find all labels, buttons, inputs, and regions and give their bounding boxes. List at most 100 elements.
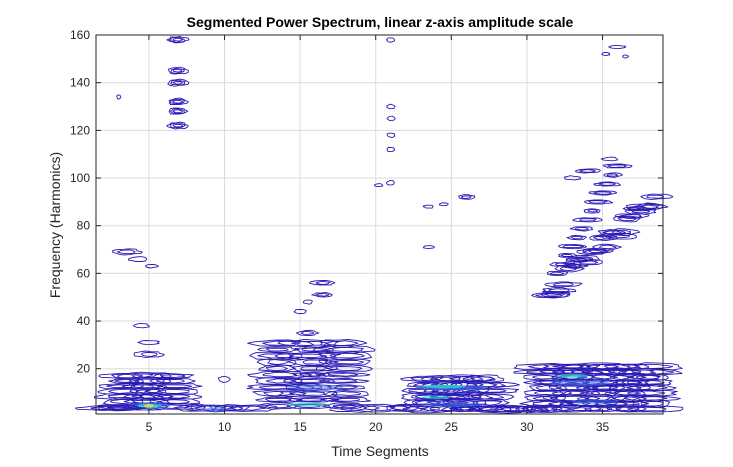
y-axis-label: Frequency (Harmonics) [47, 152, 63, 298]
contour-seg15-fill [287, 401, 328, 407]
x-tick-label: 25 [445, 420, 459, 434]
contour-seg10-fill [202, 407, 231, 412]
contour-ridge [548, 288, 570, 293]
contour-seg15 [257, 346, 300, 353]
contour-seg33 [633, 363, 674, 370]
contour-ridge [542, 287, 577, 294]
contour-seg15 [300, 331, 315, 335]
contour-seg5 [133, 350, 165, 359]
contour-seg15 [288, 397, 340, 403]
contour-layer [75, 36, 684, 414]
contour-seg15 [329, 352, 365, 359]
contour-seg15 [289, 391, 326, 396]
contour-seg15 [329, 372, 359, 377]
contour-ridge [558, 253, 578, 258]
contour-seg15 [285, 383, 332, 392]
contour-ridge-top [600, 156, 619, 162]
contour-ridge [579, 218, 597, 222]
contour-seg3-high [145, 263, 159, 269]
contour-seg15 [315, 364, 373, 372]
contour-seg5 [149, 378, 196, 385]
contour-seg33 [626, 390, 666, 396]
contour-ridge [607, 164, 627, 168]
contour-seg5 [131, 373, 165, 379]
contour-seg29 [500, 407, 529, 412]
contour-seg33 [637, 380, 665, 385]
contour-seg16-upper [311, 292, 333, 298]
contour-ridge [646, 194, 665, 199]
contour-seg20 [339, 405, 367, 411]
contour-seg3-dot [116, 94, 122, 100]
contour-seg21 [386, 132, 396, 139]
contour-seg7 [172, 68, 183, 73]
contour-seg15 [331, 397, 360, 402]
contour-seg29 [477, 406, 520, 413]
contour-seg33 [551, 369, 594, 374]
contour-ridge-top [579, 169, 596, 173]
contour-seg29 [467, 404, 534, 414]
contour-seg7 [166, 121, 189, 130]
contour-seg15 [291, 378, 327, 383]
contour-ridge [631, 209, 651, 214]
contour-seg5 [108, 388, 139, 394]
contour-seg15 [326, 378, 358, 383]
contour-seg25 [435, 374, 495, 383]
contour-seg33 [549, 395, 590, 402]
x-ticks: 5 10 15 20 25 30 35 [146, 35, 610, 434]
contour-seg25 [429, 406, 463, 412]
contour-seg5 [137, 340, 160, 346]
y-tick-label: 120 [70, 123, 90, 137]
contour-seg15 [283, 377, 336, 384]
contour-ridge [588, 200, 608, 204]
contour-ridge [619, 213, 643, 218]
x-axis-label: Time Segments [331, 443, 429, 459]
contour-seg33 [603, 401, 640, 406]
contour-seg7 [172, 99, 183, 104]
contour-seg25 [470, 394, 504, 400]
contour-seg33 [524, 395, 566, 402]
contour-seg15 [319, 377, 370, 384]
contour-seg7 [169, 98, 186, 105]
contour-ridge [535, 293, 563, 298]
contour-ridge [571, 235, 584, 240]
contour-seg7 [172, 37, 184, 42]
contour-seg15 [299, 372, 326, 377]
contour-ridge [569, 226, 594, 232]
contour-seg15 [265, 347, 289, 352]
contour-seg10 [228, 405, 268, 411]
contour-seg15 [257, 402, 299, 410]
contour-seg5 [111, 373, 144, 379]
contour-ridge [604, 233, 630, 239]
contour-seg7 [172, 81, 183, 85]
contour-ridge [583, 199, 614, 205]
contour-ridge [555, 262, 571, 267]
contour-ridge [606, 173, 619, 177]
contour-seg15 [293, 308, 307, 315]
contour-seg21 [385, 37, 396, 43]
contour-seg15 [325, 347, 364, 352]
contour-ridge [602, 163, 633, 169]
contour-seg15 [265, 365, 288, 371]
contour-seg5 [132, 323, 150, 329]
x-tick-label: 20 [369, 420, 383, 434]
contour-ridge [573, 259, 603, 266]
contour-seg15 [278, 389, 338, 397]
contour-ridge [575, 226, 589, 231]
contour-seg33 [627, 362, 683, 371]
contour-seg33 [562, 390, 591, 396]
chart-title: Segmented Power Spectrum, linear z-axis … [187, 14, 574, 30]
contour-ridge [593, 191, 612, 195]
y-tick-label: 60 [77, 266, 91, 280]
contour-seg15 [288, 357, 339, 367]
contour-seg33 [532, 396, 558, 401]
contour-seg5 [156, 378, 185, 384]
contour-seg7 [170, 79, 186, 86]
contour-seg25 [401, 392, 445, 401]
contour-seg5 [141, 352, 158, 357]
contour-ridge [546, 270, 569, 276]
contour-seg25 [462, 374, 505, 384]
contour-seg15 [301, 347, 328, 352]
contour-seg21 [386, 103, 396, 110]
contour-seg5 [156, 384, 193, 389]
